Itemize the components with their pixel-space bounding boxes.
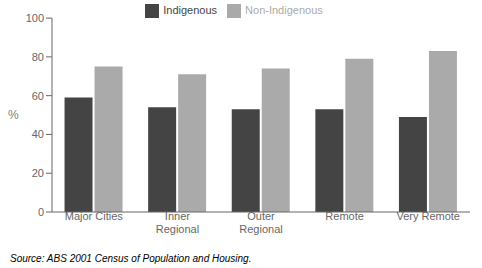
- html-text:Source: ABS 2001 Census of Pop: Source: ABS 2001 Census of Population an…: [10, 253, 252, 264]
- svg-text:OuterRegional: OuterRegional: [239, 210, 282, 235]
- svg-text:80: 80: [32, 51, 44, 63]
- svg-text:Major Cities: Major Cities: [65, 210, 124, 222]
- svg-text:20: 20: [32, 167, 44, 179]
- svg-text:%: %: [8, 108, 19, 122]
- svg-text:100: 100: [26, 12, 44, 24]
- svg-text:InnerRegional: InnerRegional: [156, 210, 199, 235]
- html-text:Non-Indigenous: Non-Indigenous: [245, 4, 323, 16]
- svg-text:60: 60: [32, 90, 44, 102]
- svg-text:40: 40: [32, 128, 44, 140]
- svg-text:Remote: Remote: [325, 210, 364, 222]
- html-text:Indigenous: Indigenous: [163, 4, 218, 16]
- svg-text:Very Remote: Very Remote: [396, 210, 460, 222]
- svg-text:0: 0: [38, 206, 44, 218]
